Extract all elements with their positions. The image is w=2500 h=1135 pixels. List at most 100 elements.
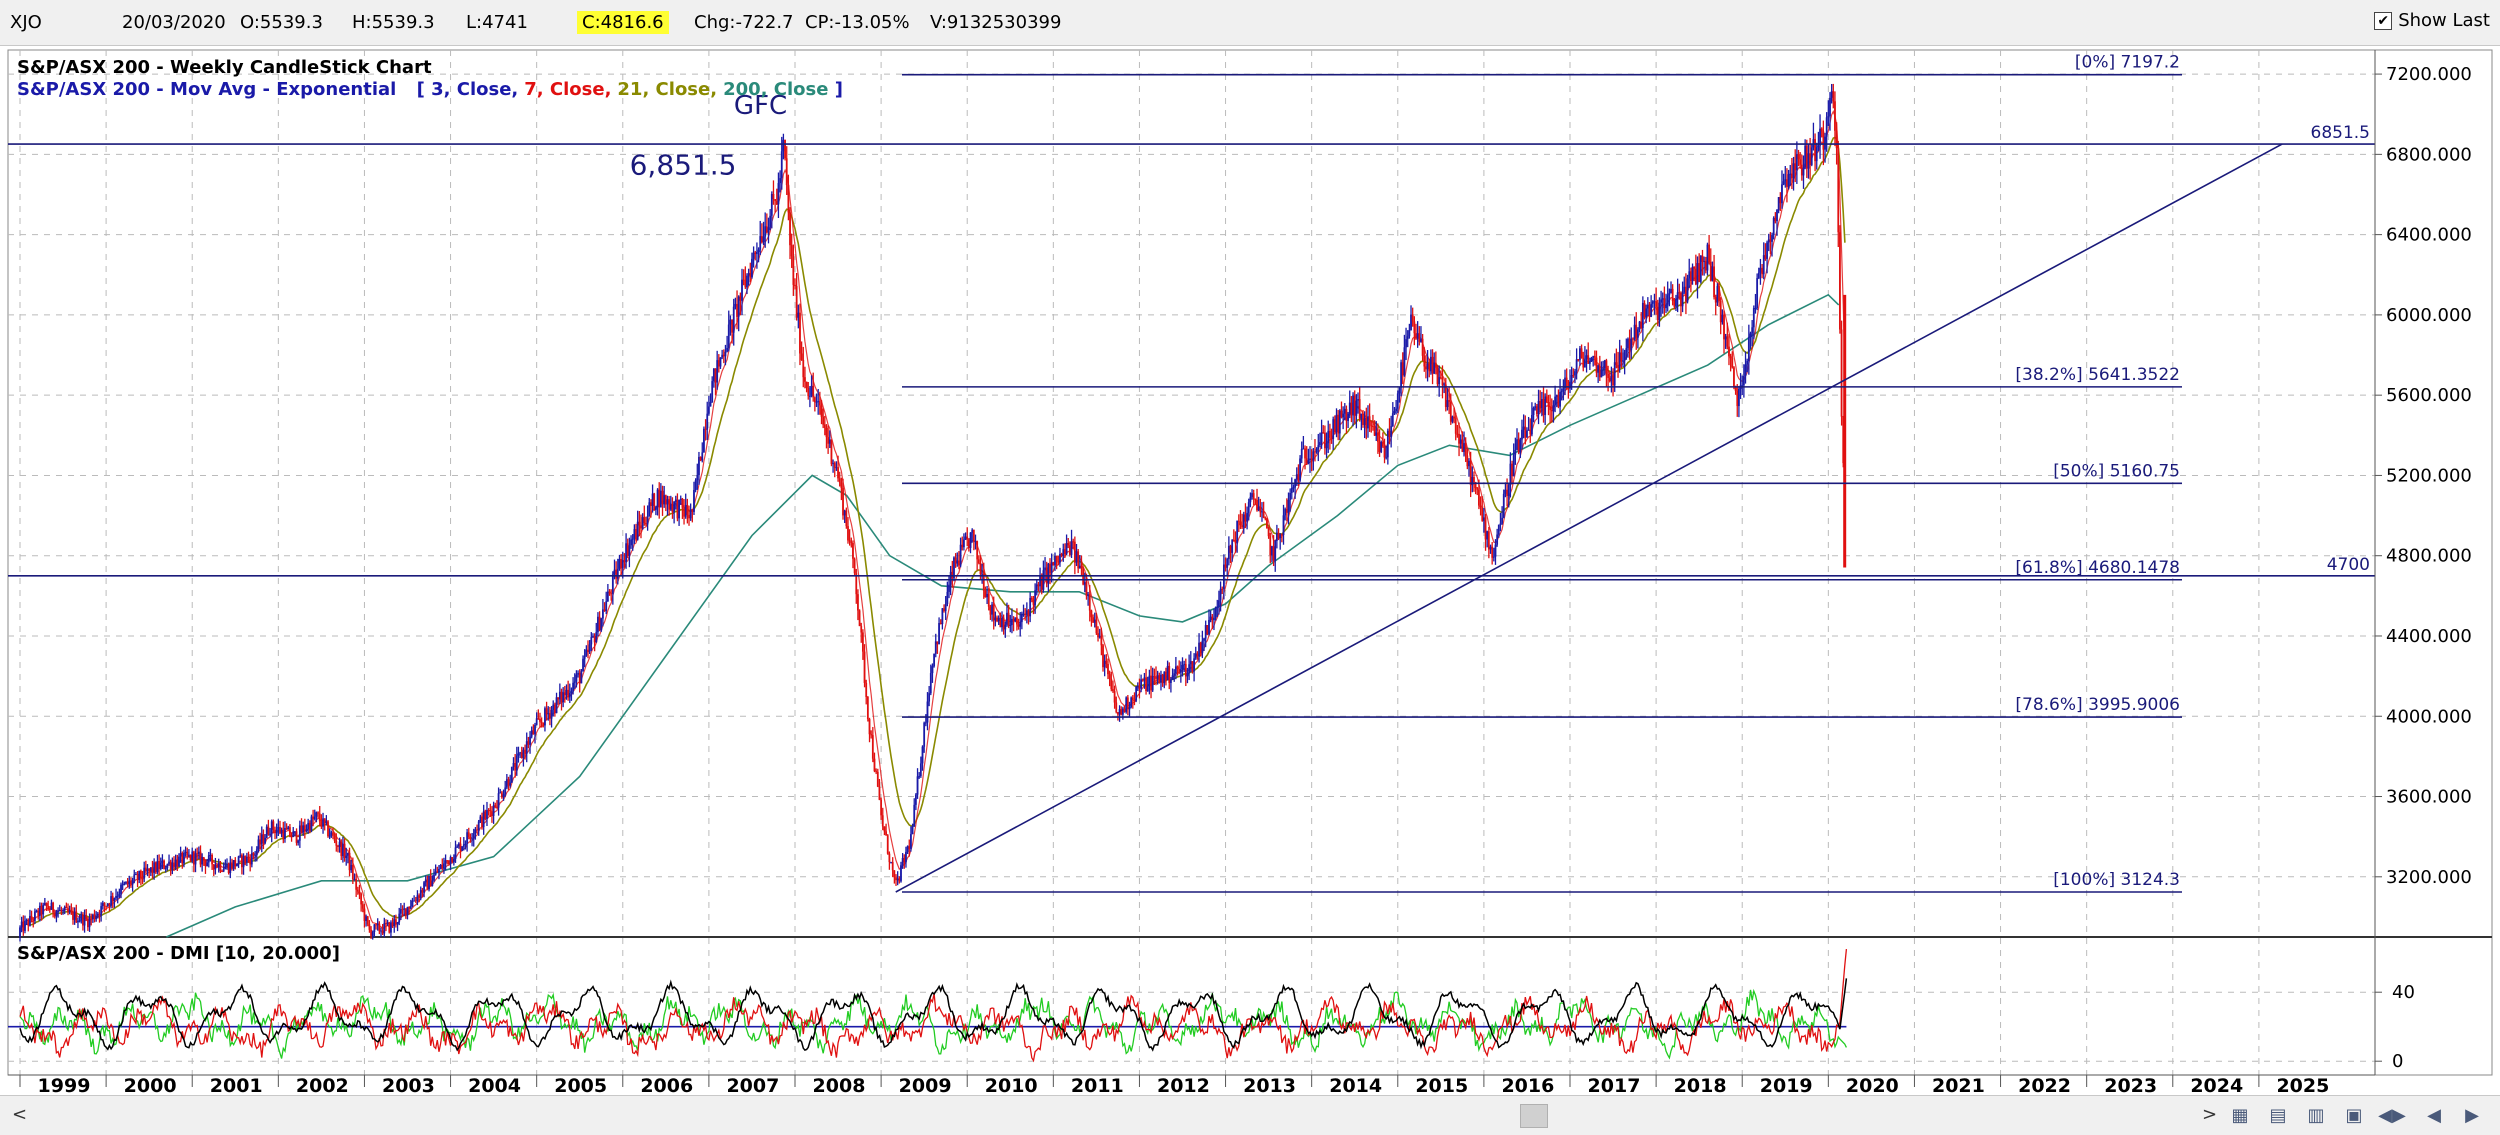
- candle-body: [636, 521, 639, 540]
- candle-body: [395, 919, 397, 925]
- candle-body: [24, 920, 26, 931]
- candle-body: [804, 377, 806, 382]
- candle-body: [252, 853, 255, 856]
- open-value: O:5539.3: [240, 12, 323, 33]
- candle-body: [1721, 314, 1724, 323]
- candle-body: [1795, 154, 1798, 171]
- time-tick-label: 2013: [1243, 1075, 1296, 1095]
- candle-body: [1370, 425, 1373, 427]
- chart-nav-icon-2[interactable]: ▤: [2269, 1104, 2287, 1126]
- candle-body: [1170, 679, 1172, 683]
- candle-body: [1776, 209, 1778, 222]
- candle-body: [1161, 674, 1164, 684]
- scroll-next-icon[interactable]: ▶: [2465, 1104, 2479, 1126]
- candle-body: [679, 498, 682, 500]
- candle-body: [1333, 419, 1336, 433]
- chart-title: S&P/ASX 200 - Weekly CandleStick Chart: [17, 57, 432, 78]
- chart-nav-icon-4[interactable]: ▣: [2345, 1104, 2363, 1126]
- candle-body: [151, 867, 154, 873]
- candle-body: [762, 236, 765, 243]
- candle-body: [684, 505, 687, 517]
- candle-body: [1605, 360, 1608, 374]
- candle-body: [1628, 338, 1631, 351]
- candle-body: [1009, 624, 1012, 626]
- candle-body: [1782, 181, 1785, 185]
- candle-body: [1411, 314, 1414, 322]
- scroll-first-icon[interactable]: ◀▶: [2378, 1104, 2406, 1126]
- candle-body: [1468, 460, 1470, 467]
- candle-body: [1671, 288, 1674, 302]
- candle-body: [790, 245, 793, 257]
- candle-body: [351, 864, 354, 880]
- candle-body: [37, 910, 40, 916]
- candle-body: [35, 910, 38, 912]
- candle-body: [1299, 458, 1301, 481]
- candle-body: [626, 543, 629, 556]
- candle-body: [1198, 642, 1200, 657]
- time-tick-label: 2002: [296, 1075, 349, 1095]
- candle-body: [1762, 255, 1765, 275]
- candle-body: [1666, 295, 1669, 305]
- candle-body: [711, 381, 714, 403]
- candle-body: [1408, 330, 1411, 337]
- support-trendline: [895, 143, 2283, 893]
- candle-body: [421, 890, 424, 893]
- candle-body: [1539, 400, 1542, 409]
- candle-body: [1754, 307, 1757, 309]
- candle-body: [1014, 617, 1017, 622]
- candle-body: [810, 385, 813, 396]
- candle-body: [931, 666, 934, 674]
- candle-body: [444, 860, 447, 864]
- candle-body: [784, 139, 786, 159]
- show-last-checkbox[interactable]: ✔: [2374, 11, 2393, 30]
- dmi-tick-label: 40: [2392, 982, 2415, 1003]
- candle-body: [785, 158, 788, 186]
- candle-body: [287, 827, 290, 830]
- candle-body: [391, 922, 394, 926]
- candle-body: [1363, 418, 1366, 425]
- candle-body: [623, 560, 626, 563]
- show-last-toggle[interactable]: ✔ Show Last: [2374, 10, 2490, 31]
- candle-body: [1588, 361, 1591, 364]
- candle-body: [878, 786, 881, 800]
- chart-nav-icon-3[interactable]: ▥: [2307, 1104, 2325, 1126]
- candle-body: [954, 557, 957, 564]
- candle-body: [1797, 154, 1800, 160]
- scroll-thumb[interactable]: [1520, 1104, 1548, 1128]
- candle-body: [1585, 355, 1588, 360]
- candle-body: [823, 424, 826, 428]
- candle-body: [1478, 489, 1480, 506]
- candle-body: [186, 851, 189, 856]
- candle-body: [343, 843, 346, 858]
- scroll-right-arrow-icon[interactable]: >: [2202, 1104, 2218, 1125]
- horizontal-scrollbar[interactable]: < > ▦ ▤ ▥ ▣ ◀▶ ◀ ▶: [0, 1095, 2500, 1135]
- candle-body: [1441, 378, 1444, 386]
- candle-body: [865, 682, 868, 697]
- candle-body: [918, 776, 921, 778]
- candle-body: [1272, 546, 1275, 561]
- candle-body: [1454, 418, 1457, 434]
- candle-body: [1080, 565, 1083, 569]
- candle-body: [780, 151, 783, 179]
- candle-body: [100, 906, 103, 916]
- candle-body: [1208, 619, 1210, 635]
- scroll-prev-icon[interactable]: ◀: [2427, 1104, 2441, 1126]
- candle-body: [565, 689, 568, 696]
- candle-body: [520, 752, 523, 758]
- candle-body: [78, 920, 81, 922]
- candle-body: [1266, 518, 1268, 529]
- candle-body: [1603, 360, 1606, 369]
- candle-body: [683, 507, 685, 517]
- candle-body: [701, 452, 704, 461]
- chart-nav-icon-1[interactable]: ▦: [2231, 1104, 2249, 1126]
- candle-body: [1832, 91, 1835, 102]
- candle-body: [752, 252, 755, 259]
- candle-body: [1443, 384, 1446, 386]
- scroll-left-arrow-icon[interactable]: <: [12, 1104, 28, 1125]
- candle-body: [895, 877, 897, 881]
- candle-body: [1416, 333, 1419, 339]
- candle-body: [1564, 377, 1566, 389]
- candle-body: [772, 193, 775, 200]
- candle-body: [125, 881, 127, 884]
